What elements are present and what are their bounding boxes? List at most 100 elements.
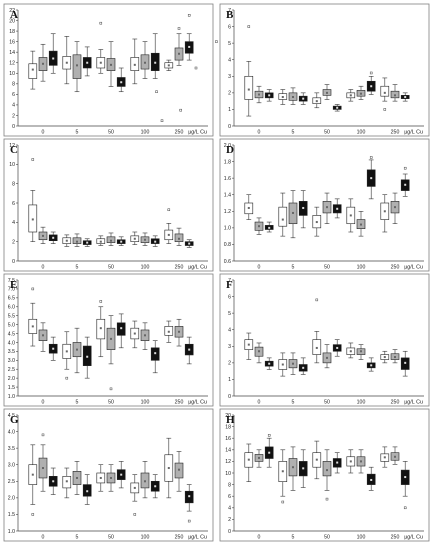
box-mean-marker	[110, 337, 112, 340]
box-mean-marker	[268, 94, 271, 97]
box-mean-marker	[188, 348, 191, 351]
box-mid-0	[254, 449, 264, 468]
box-mean-marker	[42, 467, 44, 470]
box-mean-marker	[120, 81, 123, 84]
y-tick-label: 1.5	[8, 512, 15, 518]
panel-letter: C	[10, 144, 18, 156]
box-control-0	[28, 302, 38, 347]
y-tick-label: 5	[228, 311, 231, 317]
box-iqr	[72, 54, 82, 79]
box-mid-250	[390, 349, 400, 364]
x-tick-label: 0	[42, 535, 45, 541]
box-mean-marker	[76, 240, 78, 243]
y-tick-label: 4.5	[8, 413, 15, 419]
box-mean-marker	[178, 330, 180, 333]
y-tick-label: 10	[9, 71, 15, 77]
y-tick-label: 0	[12, 124, 15, 130]
box-high-0	[48, 33, 58, 74]
box-mean-marker	[302, 206, 305, 209]
box-mean-marker	[349, 460, 352, 463]
box-mean-marker	[178, 237, 180, 240]
box-high-50	[332, 104, 342, 112]
x-tick-label: 250	[391, 130, 400, 136]
box-mean-marker	[404, 96, 407, 98]
x-unit-label: µg/L Cu	[188, 400, 207, 406]
x-tick-label: 5	[292, 400, 295, 406]
box-mean-marker	[370, 478, 373, 481]
y-tick-label: 1.2	[224, 209, 231, 215]
box-high-250	[400, 461, 410, 497]
x-unit-label: µg/L Cu	[188, 130, 207, 136]
x-tick-label: 250	[391, 535, 400, 541]
panel-G: 1.0 1.5 2.0 2.5 3.0 3.5 4.0 4.5G 0 5 50 100 250 µg/L …	[3, 408, 214, 542]
outlier-point	[281, 500, 285, 504]
box-mean-marker	[42, 62, 44, 65]
box-mean-marker	[133, 63, 136, 66]
x-tick-label: 250	[175, 130, 184, 136]
outlier-point	[99, 300, 103, 303]
outlier-point	[155, 90, 158, 93]
y-tick-label: 8	[12, 181, 15, 187]
y-tick-label: 1.0	[224, 226, 231, 232]
outlier-point	[109, 387, 113, 391]
box-mid-5	[72, 461, 82, 495]
box-control-5	[278, 89, 288, 105]
y-tick-label: 1	[228, 377, 231, 383]
box-mean-marker	[188, 45, 191, 48]
y-tick-label: 6	[12, 92, 15, 98]
panel-E: 1.0 1.5 2.0 2.5 3.0 3.5 4.0 4.5 5.0 5.5 6.0 6.5 7.0 7…	[3, 273, 214, 407]
box-control-100	[346, 198, 356, 233]
box-mean-marker	[144, 61, 146, 64]
box-mean-marker	[99, 61, 102, 64]
y-tick-label: 2	[12, 239, 15, 245]
box-control-250	[164, 437, 174, 499]
box-iqr	[244, 75, 254, 100]
box-iqr	[380, 85, 390, 97]
y-tick-label: 18	[225, 424, 231, 430]
box-control-50	[312, 206, 322, 237]
box-mean-marker	[370, 85, 373, 88]
y-tick-label: 4	[228, 506, 231, 512]
box-high-250	[400, 173, 410, 197]
y-tick-label: 14	[9, 50, 15, 56]
x-tick-label: 250	[175, 265, 184, 271]
y-tick-label: 1.5	[8, 385, 15, 391]
box-control-100	[346, 342, 356, 359]
box-mid-5	[72, 327, 82, 374]
box-control-0	[28, 50, 38, 90]
box-mid-100	[140, 322, 150, 350]
x-tick-label: 50	[324, 400, 330, 406]
x-tick-label: 5	[76, 400, 79, 406]
box-mean-marker	[268, 226, 271, 229]
x-tick-label: 100	[141, 130, 150, 136]
box-mid-0	[38, 444, 48, 492]
box-mean-marker	[110, 63, 112, 66]
outlier-point	[369, 156, 373, 159]
box-high-100	[366, 159, 376, 200]
box-mean-marker	[336, 461, 339, 464]
y-tick-label: 2.0	[8, 496, 15, 502]
box-mean-marker	[76, 64, 78, 67]
box-high-0	[264, 357, 274, 370]
y-tick-label: 6.5	[8, 296, 15, 302]
box-control-50	[96, 306, 106, 358]
box-high-250	[184, 336, 194, 365]
box-mid-50	[322, 344, 332, 369]
panel-F: 0 1 2 3 4 5 6 7F 0 5 50 100 250 µg/L Cu	[219, 273, 430, 407]
x-tick-label: 50	[324, 130, 330, 136]
box-mean-marker	[247, 88, 250, 91]
box-mean-marker	[383, 210, 386, 213]
x-tick-label: 100	[141, 265, 150, 271]
x-tick-label: 0	[258, 130, 261, 136]
box-control-250	[380, 446, 390, 468]
x-tick-label: 100	[357, 265, 366, 271]
x-tick-label: 100	[357, 400, 366, 406]
box-mid-50	[322, 449, 332, 491]
box-mid-50	[106, 315, 116, 365]
y-tick-label: 4	[12, 220, 15, 226]
y-tick-label: 3	[228, 74, 231, 80]
box-control-50	[312, 440, 322, 480]
box-mean-marker	[336, 346, 339, 349]
box-mean-marker	[394, 356, 396, 359]
box-high-50	[116, 461, 126, 489]
